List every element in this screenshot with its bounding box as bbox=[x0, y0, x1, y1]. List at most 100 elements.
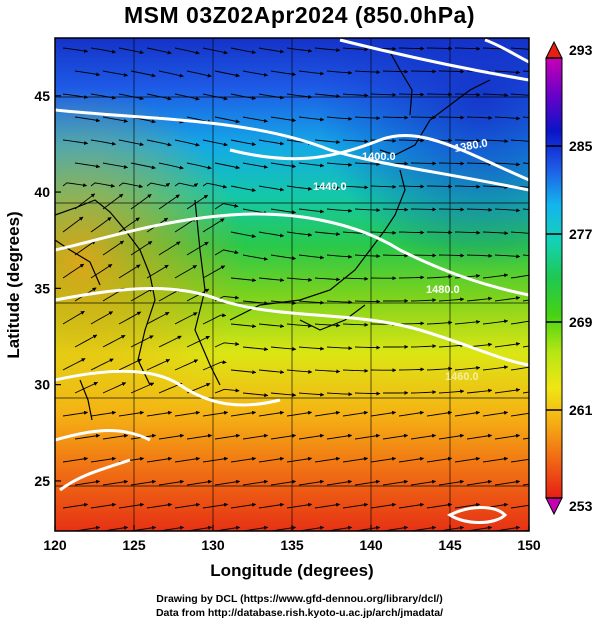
streamline-arrow bbox=[454, 410, 481, 417]
streamline-arrow bbox=[202, 218, 225, 233]
streamline-arrow bbox=[174, 139, 200, 147]
streamline-arrow bbox=[410, 207, 437, 212]
streamline-arrow bbox=[286, 277, 313, 282]
streamline-arrow bbox=[454, 456, 481, 463]
colorbar: 253 261 269 277 285 293 bbox=[545, 40, 593, 516]
streamline-arrow bbox=[242, 346, 269, 352]
streamline-arrow bbox=[314, 277, 341, 282]
streamline-arrow bbox=[174, 312, 198, 325]
streamline-arrow bbox=[146, 359, 171, 371]
colorbar-tick-label: 293 bbox=[569, 42, 593, 58]
streamline-arrow bbox=[398, 138, 425, 143]
streamline-arrow bbox=[214, 388, 240, 394]
colorbar-tick-label: 285 bbox=[569, 138, 593, 154]
streamline-arrow bbox=[326, 70, 353, 75]
streamline-arrow bbox=[398, 502, 425, 509]
streamline-arrow bbox=[146, 456, 173, 463]
streamline-arrow bbox=[426, 46, 453, 51]
streamline-arrow bbox=[314, 231, 341, 237]
streamline-arrow bbox=[258, 410, 285, 417]
streamline-arrow bbox=[214, 203, 239, 210]
streamline-arrow bbox=[174, 456, 201, 463]
streamline-arrow bbox=[522, 70, 529, 72]
y-tick-label: 30 bbox=[34, 377, 50, 393]
streamline-arrow bbox=[438, 69, 465, 74]
streamline-arrow bbox=[342, 47, 369, 52]
streamline-arrow bbox=[118, 358, 142, 371]
streamline-arrow bbox=[410, 390, 437, 395]
streamline-arrow bbox=[410, 433, 437, 440]
y-tick-label: 35 bbox=[34, 280, 50, 296]
streamline-arrow bbox=[230, 231, 256, 239]
streamline-arrow bbox=[118, 217, 140, 233]
streamline-arrow bbox=[454, 230, 481, 235]
streamline-arrow bbox=[258, 323, 285, 329]
streamline-arrow bbox=[102, 162, 128, 169]
streamline-arrow bbox=[342, 456, 369, 463]
credit-drawing: Drawing by DCL (https://www.gfd-dennou.o… bbox=[156, 593, 443, 605]
streamline-arrow bbox=[286, 502, 313, 509]
streamline-arrow bbox=[326, 116, 353, 121]
streamline-arrow bbox=[410, 344, 437, 349]
x-tick-label: 130 bbox=[201, 537, 225, 553]
streamline-arrow bbox=[242, 162, 268, 169]
contour-line bbox=[229, 134, 529, 182]
y-tick-label: 40 bbox=[34, 184, 50, 200]
streamline-arrow bbox=[202, 139, 228, 147]
streamline-arrow bbox=[510, 412, 529, 417]
streamline-arrow bbox=[454, 502, 481, 509]
streamline-arrow bbox=[258, 231, 285, 238]
streamline-arrow bbox=[342, 322, 369, 327]
streamline-arrow bbox=[354, 433, 381, 440]
streamline-arrow bbox=[202, 47, 228, 55]
streamline-arrow bbox=[146, 139, 172, 147]
streamline-arrow bbox=[370, 456, 397, 463]
streamline-arrow bbox=[454, 184, 481, 189]
streamline-arrow bbox=[270, 116, 297, 123]
streamline-arrow bbox=[62, 456, 89, 463]
streamline-arrow bbox=[174, 265, 197, 279]
contour-line bbox=[55, 212, 529, 297]
streamline-arrow bbox=[258, 277, 285, 283]
streamline-arrow bbox=[90, 47, 116, 54]
streamline-arrow bbox=[214, 70, 240, 78]
streamline-arrow bbox=[146, 502, 173, 509]
streamline-arrow bbox=[382, 69, 409, 74]
streamline-arrow bbox=[354, 208, 381, 213]
streamline-arrow bbox=[482, 185, 509, 190]
streamline-arrow bbox=[298, 433, 325, 440]
streamline-arrow bbox=[522, 254, 529, 256]
streamline-arrow bbox=[62, 47, 89, 53]
streamline-arrow bbox=[270, 70, 297, 77]
streamline-arrow bbox=[314, 456, 341, 463]
contour-line bbox=[55, 108, 529, 192]
streamline-arrow bbox=[522, 299, 529, 302]
streamline-arrow bbox=[410, 298, 437, 303]
streamline-arrow bbox=[326, 479, 353, 486]
map-area[interactable]: 1400.0 1380.0 1440.0 1480.0 1460.0 bbox=[55, 38, 548, 531]
streamline-arrow bbox=[410, 115, 437, 120]
streamline-arrow bbox=[230, 502, 257, 509]
streamline-arrow bbox=[186, 194, 209, 210]
colorbar-min-arrow bbox=[545, 497, 563, 516]
streamline-arrow bbox=[242, 254, 268, 261]
streamline-arrow bbox=[382, 207, 409, 212]
streamline-arrow bbox=[510, 366, 529, 371]
streamline-arrow bbox=[286, 323, 313, 328]
streamline-arrow bbox=[202, 456, 229, 463]
streamline-arrow bbox=[130, 162, 156, 170]
streamline-arrow bbox=[186, 241, 209, 256]
streamline-arrow bbox=[426, 366, 453, 371]
contour-line bbox=[59, 458, 131, 492]
streamline-arrow bbox=[494, 433, 521, 440]
streamline-arrow bbox=[354, 162, 381, 167]
streamline-arrow bbox=[326, 392, 353, 397]
streamline-arrow bbox=[270, 208, 297, 215]
streamline-arrow bbox=[130, 241, 153, 256]
streamline-arrow bbox=[158, 70, 184, 78]
streamline-arrow bbox=[102, 193, 124, 210]
streamline-arrow bbox=[438, 161, 465, 166]
streamline-arrow bbox=[382, 479, 409, 486]
streamline-arrow bbox=[438, 207, 465, 212]
